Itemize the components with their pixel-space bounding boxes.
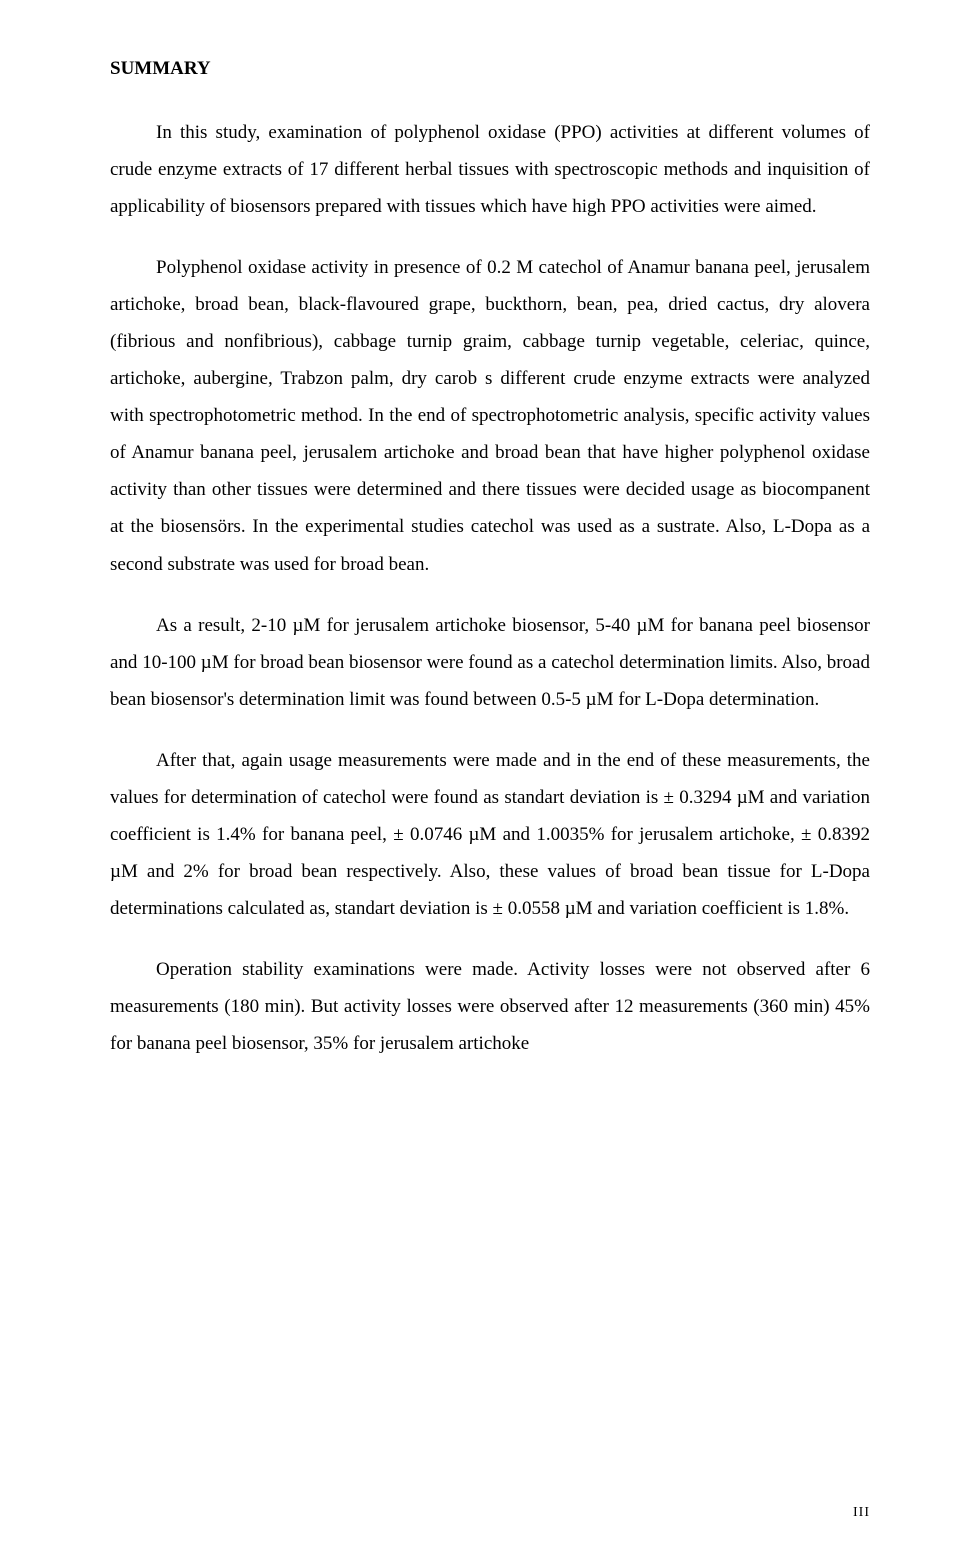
page-number: III <box>853 1505 870 1521</box>
paragraph-5: Operation stability examinations were ma… <box>110 951 870 1062</box>
paragraph-2: Polyphenol oxidase activity in presence … <box>110 249 870 582</box>
paragraph-4: After that, again usage measurements wer… <box>110 742 870 927</box>
paragraph-1: In this study, examination of polyphenol… <box>110 114 870 225</box>
document-page: SUMMARY In this study, examination of po… <box>0 0 960 1541</box>
summary-heading: SUMMARY <box>110 58 870 80</box>
paragraph-3: As a result, 2-10 µM for jerusalem artic… <box>110 607 870 718</box>
